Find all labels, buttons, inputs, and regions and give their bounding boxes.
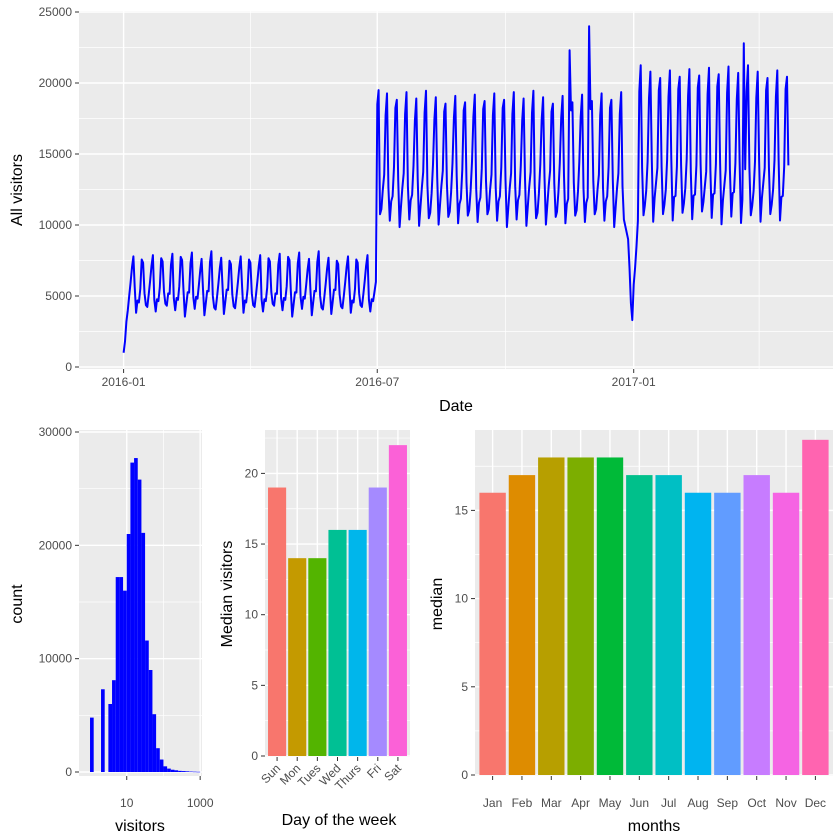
histogram-bar — [185, 771, 190, 772]
histogram-bar — [159, 759, 164, 772]
histogram-bar — [112, 680, 116, 772]
months-y-tick-label: 10 — [455, 592, 469, 606]
day-of-week-y-tick-label: 15 — [245, 537, 259, 551]
histogram-y-axis-label: count — [9, 584, 26, 624]
histogram-bar — [167, 768, 171, 772]
histogram-bar — [174, 770, 179, 772]
months-x-tick-label: Sep — [717, 796, 739, 810]
months-x-tick-label: Mar — [541, 796, 562, 810]
months-bar-may — [596, 457, 624, 775]
timeseries-x-axis-label: Date — [439, 398, 473, 415]
months-x-tick-label: Dec — [805, 796, 826, 810]
histogram-bar — [141, 532, 146, 772]
histogram-bar — [189, 771, 193, 773]
histogram-bar — [170, 769, 175, 772]
histogram-bar — [90, 717, 94, 772]
day-of-week-x-axis-label: Day of the week — [282, 812, 398, 829]
histogram-bar — [123, 590, 127, 772]
months-x-tick-label: Jan — [483, 796, 502, 810]
histogram-bar — [145, 640, 149, 772]
timeseries-line — [122, 25, 790, 353]
months-x-tick-label: Apr — [571, 796, 590, 810]
histogram-bar — [181, 771, 186, 772]
histogram-y-tick-label: 10000 — [39, 652, 73, 666]
histogram-y-tick-label: 0 — [65, 765, 72, 779]
months-bar-jan — [479, 492, 506, 775]
months-bar-jun — [626, 475, 653, 775]
timeseries-x-tick-label: 2016-07 — [355, 375, 399, 389]
histogram-bar — [137, 479, 142, 772]
months-x-tick-label: Jun — [630, 796, 649, 810]
histogram-bar — [101, 689, 105, 772]
months-bar-apr — [567, 457, 594, 775]
day-of-week-x-tick-label: Sun — [258, 761, 283, 786]
day-of-week-y-tick-label: 5 — [251, 678, 258, 692]
months-panel: 0 5 10 15 Jan Feb Mar Apr May Jun Jul Aug Sep Oct Nov… — [429, 430, 833, 835]
months-x-tick-label: Oct — [747, 796, 766, 810]
histogram-bar — [152, 714, 157, 772]
timeseries-y-tick-label: 10000 — [39, 218, 73, 232]
histogram-bar — [148, 670, 153, 772]
day-of-week-bar-fri — [368, 487, 387, 756]
months-bar-nov — [772, 492, 800, 775]
day-of-week-bar-thurs — [348, 529, 367, 756]
day-of-week-y-tick-label: 0 — [251, 749, 258, 763]
months-y-tick-label: 5 — [461, 680, 468, 694]
months-x-tick-label: May — [599, 796, 622, 810]
histogram-bar — [115, 577, 120, 772]
day-of-week-bar-sat — [388, 445, 407, 756]
histogram-bar — [192, 771, 197, 773]
histogram-bar — [130, 462, 135, 772]
timeseries-y-tick-label: 25000 — [39, 5, 73, 19]
months-x-tick-label: Jul — [661, 796, 676, 810]
timeseries-y-axis-label: All visitors — [9, 154, 26, 226]
months-x-tick-label: Aug — [687, 796, 708, 810]
timeseries-y-tick-label: 15000 — [39, 147, 73, 161]
day-of-week-bar-mon — [288, 558, 307, 756]
histogram-bar — [196, 771, 201, 773]
histogram-bar — [178, 770, 182, 772]
months-bar-feb — [508, 475, 536, 775]
day-of-week-y-tick-label: 10 — [245, 608, 259, 622]
months-bar-aug — [684, 492, 712, 775]
histogram-bar — [108, 704, 113, 772]
day-of-week-y-axis-label: Median visitors — [219, 541, 236, 648]
histogram-bar — [156, 748, 160, 772]
months-bar-dec — [802, 439, 829, 775]
histogram-x-axis-label: visitors — [115, 818, 165, 835]
day-of-week-bar-tues — [308, 558, 327, 756]
histogram-bar — [119, 577, 124, 772]
histogram-y-tick-label: 30000 — [39, 425, 73, 439]
months-bar-sep — [714, 492, 741, 775]
timeseries-x-tick-label: 2017-01 — [612, 375, 656, 389]
months-x-axis-label: months — [628, 818, 680, 835]
timeseries-x-tick-label: 2016-01 — [102, 375, 146, 389]
timeseries-y-tick-label: 5000 — [45, 289, 72, 303]
histogram-panel: 0 10000 20000 30000 10 1000 visitors count — [9, 425, 214, 835]
histogram-bar — [163, 766, 168, 772]
histogram-y-tick-label: 20000 — [39, 538, 73, 552]
months-y-axis-label: median — [429, 578, 446, 630]
histogram-x-tick-label: 10 — [120, 796, 134, 810]
months-x-tick-label: Feb — [512, 796, 533, 810]
months-bar-oct — [743, 475, 770, 775]
day-of-week-bar-sun — [268, 487, 287, 756]
day-of-week-x-tick-label: Fri — [364, 761, 384, 781]
histogram-x-tick-label: 1000 — [187, 796, 214, 810]
day-of-week-x-tick-label: Sat — [381, 761, 404, 784]
timeseries-y-tick-label: 0 — [65, 360, 72, 374]
months-x-tick-label: Nov — [775, 796, 796, 810]
months-y-tick-label: 0 — [461, 768, 468, 782]
months-bar-mar — [538, 457, 565, 775]
timeseries-y-tick-label: 20000 — [39, 76, 73, 90]
day-of-week-y-tick-label: 20 — [245, 466, 259, 480]
histogram-bar — [134, 458, 138, 772]
months-y-tick-label: 15 — [455, 503, 469, 517]
histogram-bar — [126, 534, 131, 772]
months-bar-jul — [655, 475, 682, 775]
timeseries-panel: 0 5000 10000 15000 20000 25000 2016-01 2016-07… — [9, 5, 833, 415]
day-of-week-bar-wed — [328, 529, 347, 756]
